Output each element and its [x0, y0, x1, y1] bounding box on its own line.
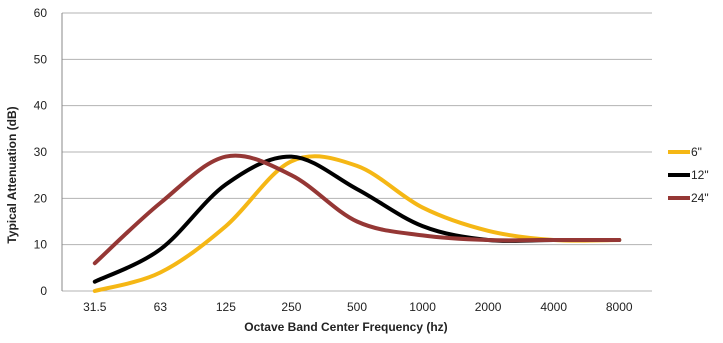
- y-tick-label: 40: [34, 99, 48, 113]
- x-axis-label: Octave Band Center Frequency (hz): [244, 320, 447, 334]
- x-tick-label: 31.5: [83, 300, 107, 314]
- x-tick-label: 250: [281, 300, 301, 314]
- x-tick-label: 2000: [475, 300, 502, 314]
- legend-label: 24": [691, 191, 709, 205]
- x-tick-label: 125: [216, 300, 236, 314]
- x-tick-label: 1000: [409, 300, 436, 314]
- legend-label: 6": [691, 145, 702, 159]
- series-line: [92, 153, 622, 266]
- x-axis-ticks: 31.5 63 125 250 500 1000 2000 4000 8000: [83, 300, 633, 314]
- y-tick-label: 50: [34, 52, 48, 66]
- legend-label: 12": [691, 168, 709, 182]
- gridlines: [61, 12, 652, 292]
- x-tick-label: 8000: [606, 300, 633, 314]
- y-axis-label: Typical Attenuation (dB): [5, 106, 19, 243]
- legend: 6" 12" 24": [668, 145, 709, 205]
- y-tick-label: 10: [34, 238, 48, 252]
- y-axis-ticks: 0 10 20 30 40 50 60: [34, 6, 48, 298]
- y-tick-label: 0: [40, 284, 47, 298]
- series-lines: [92, 153, 622, 293]
- y-tick-label: 60: [34, 6, 48, 20]
- y-tick-label: 30: [34, 145, 48, 159]
- x-tick-label: 63: [154, 300, 168, 314]
- x-tick-label: 500: [347, 300, 367, 314]
- y-tick-label: 20: [34, 191, 48, 205]
- x-tick-label: 4000: [540, 300, 567, 314]
